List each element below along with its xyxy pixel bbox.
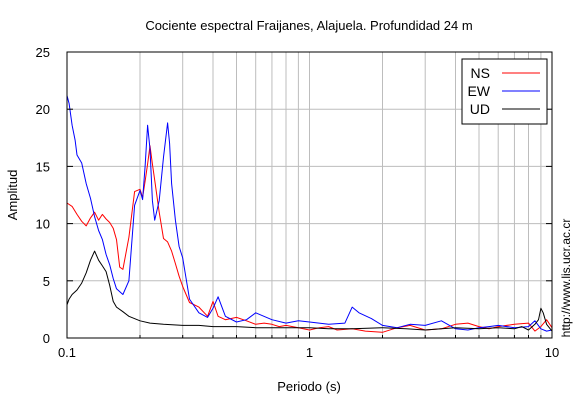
chart-title: Cociente espectral Fraijanes, Alajuela. … <box>145 18 472 33</box>
legend-label-ns: NS <box>471 65 490 81</box>
y-tick-label: 10 <box>36 217 50 232</box>
y-tick-label: 15 <box>36 159 50 174</box>
x-tick-label: 0.1 <box>58 345 76 360</box>
axis-ticks: 0.1 1 10 0 5 10 15 20 25 <box>36 45 560 360</box>
series-line-ew <box>66 95 553 332</box>
website-url: http://www.lis.ucr.ac.cr <box>559 219 573 338</box>
series-group <box>66 95 553 333</box>
y-tick-label: 25 <box>36 45 50 60</box>
legend-label-ew: EW <box>467 83 490 99</box>
x-tick-label: 1 <box>306 345 313 360</box>
x-axis-label: Periodo (s) <box>277 379 341 394</box>
x-tick-label: 10 <box>545 345 559 360</box>
y-tick-label: 5 <box>43 274 50 289</box>
legend-label-ud: UD <box>470 101 490 117</box>
grid <box>67 52 552 338</box>
legend: NS EW UD <box>461 58 548 125</box>
y-tick-label: 0 <box>43 331 50 346</box>
y-axis-label: Amplitud <box>5 170 20 221</box>
y-tick-label: 20 <box>36 102 50 117</box>
series-line-ud <box>66 250 553 332</box>
